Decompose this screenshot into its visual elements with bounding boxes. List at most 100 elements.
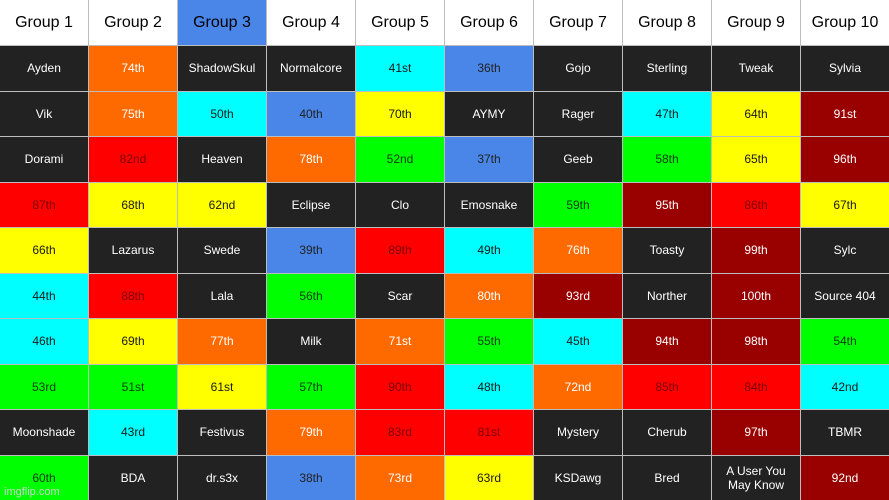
grid-cell: 84th bbox=[712, 364, 800, 409]
grid-cell: 72nd bbox=[534, 364, 622, 409]
grid-cell: 73rd bbox=[356, 455, 444, 500]
grid-cell: Dorami bbox=[0, 137, 88, 182]
grid-cell: 70th bbox=[356, 91, 444, 136]
grid-cell: Geeb bbox=[534, 137, 622, 182]
grid-cell: 75th bbox=[89, 91, 177, 136]
grid-cell: 99th bbox=[712, 228, 800, 273]
grid-cell: 68th bbox=[89, 182, 177, 227]
group-header: Group 4 bbox=[267, 0, 355, 45]
grid-cell: Rager bbox=[534, 91, 622, 136]
grid-cell: ShadowSkul bbox=[178, 46, 266, 91]
group-header: Group 2 bbox=[89, 0, 177, 45]
grid-cell: Milk bbox=[267, 319, 355, 364]
grid-cell: 52nd bbox=[356, 137, 444, 182]
grid-cell: Sterling bbox=[623, 46, 711, 91]
grid-cell: Gojo bbox=[534, 46, 622, 91]
grid-cell: 55th bbox=[445, 319, 533, 364]
grid-cell: 78th bbox=[267, 137, 355, 182]
grid-cell: 48th bbox=[445, 364, 533, 409]
grid-cell: Normalcore bbox=[267, 46, 355, 91]
grid-cell: 36th bbox=[445, 46, 533, 91]
grid-cell: 93rd bbox=[534, 273, 622, 318]
grid-cell: Emosnake bbox=[445, 182, 533, 227]
grid-cell: 63rd bbox=[445, 455, 533, 500]
grid-cell: 91st bbox=[801, 91, 889, 136]
grid-cell: TBMR bbox=[801, 410, 889, 455]
grid-cell: 46th bbox=[0, 319, 88, 364]
grid-cell: 95th bbox=[623, 182, 711, 227]
grid-cell: A User You May Know bbox=[712, 455, 800, 500]
grid-cell: dr.s3x bbox=[178, 455, 266, 500]
grid-cell: 88th bbox=[89, 273, 177, 318]
grid-cell: 42nd bbox=[801, 364, 889, 409]
grid-cell: 53rd bbox=[0, 364, 88, 409]
grid-cell: Moonshade bbox=[0, 410, 88, 455]
group-header: Group 8 bbox=[623, 0, 711, 45]
grid-cell: 69th bbox=[89, 319, 177, 364]
grid-cell: 96th bbox=[801, 137, 889, 182]
grid-cell: 79th bbox=[267, 410, 355, 455]
grid-cell: 44th bbox=[0, 273, 88, 318]
grid-cell: 47th bbox=[623, 91, 711, 136]
grid-cell: Norther bbox=[623, 273, 711, 318]
grid-cell: 65th bbox=[712, 137, 800, 182]
grid-cell: Bred bbox=[623, 455, 711, 500]
grid-cell: Sylvia bbox=[801, 46, 889, 91]
grid-cell: 40th bbox=[267, 91, 355, 136]
grid-cell: 60th bbox=[0, 455, 88, 500]
group-header: Group 9 bbox=[712, 0, 800, 45]
group-header: Group 10 bbox=[801, 0, 889, 45]
grid-cell: 59th bbox=[534, 182, 622, 227]
grid-cell: 80th bbox=[445, 273, 533, 318]
grid-cell: Heaven bbox=[178, 137, 266, 182]
grid-cell: 64th bbox=[712, 91, 800, 136]
grid-cell: BDA bbox=[89, 455, 177, 500]
grid-cell: 85th bbox=[623, 364, 711, 409]
grid-cell: Lala bbox=[178, 273, 266, 318]
grid-cell: 87th bbox=[0, 182, 88, 227]
group-header: Group 5 bbox=[356, 0, 444, 45]
grid-cell: 62nd bbox=[178, 182, 266, 227]
grid-cell: Swede bbox=[178, 228, 266, 273]
grid-cell: Ayden bbox=[0, 46, 88, 91]
grid-cell: 49th bbox=[445, 228, 533, 273]
grid-cell: 77th bbox=[178, 319, 266, 364]
grid-cell: 56th bbox=[267, 273, 355, 318]
grid-cell: Clo bbox=[356, 182, 444, 227]
grid-cell: 50th bbox=[178, 91, 266, 136]
grid-cell: 74th bbox=[89, 46, 177, 91]
grid-cell: KSDawg bbox=[534, 455, 622, 500]
grid-cell: 43rd bbox=[89, 410, 177, 455]
grid-cell: 51st bbox=[89, 364, 177, 409]
grid-cell: 97th bbox=[712, 410, 800, 455]
grid-cell: 90th bbox=[356, 364, 444, 409]
watermark-text: imgflip.com bbox=[4, 486, 60, 498]
grid-cell: 83rd bbox=[356, 410, 444, 455]
grid-cell: 89th bbox=[356, 228, 444, 273]
group-header: Group 7 bbox=[534, 0, 622, 45]
grid-cell: 66th bbox=[0, 228, 88, 273]
grid-cell: 81st bbox=[445, 410, 533, 455]
grid-cell: Source 404 bbox=[801, 273, 889, 318]
group-header: Group 3 bbox=[178, 0, 266, 45]
grid-cell: 57th bbox=[267, 364, 355, 409]
grid-cell: 38th bbox=[267, 455, 355, 500]
grid-cell: 76th bbox=[534, 228, 622, 273]
grid-cell: Vik bbox=[0, 91, 88, 136]
grid-cell: Eclipse bbox=[267, 182, 355, 227]
grid-cell: AYMY bbox=[445, 91, 533, 136]
grid-cell: 94th bbox=[623, 319, 711, 364]
group-header: Group 6 bbox=[445, 0, 533, 45]
grid-cell: 71st bbox=[356, 319, 444, 364]
grid-cell: 54th bbox=[801, 319, 889, 364]
grid-cell: 67th bbox=[801, 182, 889, 227]
grid-cell: Scar bbox=[356, 273, 444, 318]
grid-cell: 37th bbox=[445, 137, 533, 182]
grid-cell: 45th bbox=[534, 319, 622, 364]
grid-cell: 58th bbox=[623, 137, 711, 182]
grid-cell: 98th bbox=[712, 319, 800, 364]
grid-cell: 100th bbox=[712, 273, 800, 318]
grid-cell: 39th bbox=[267, 228, 355, 273]
grid-cell: 41st bbox=[356, 46, 444, 91]
